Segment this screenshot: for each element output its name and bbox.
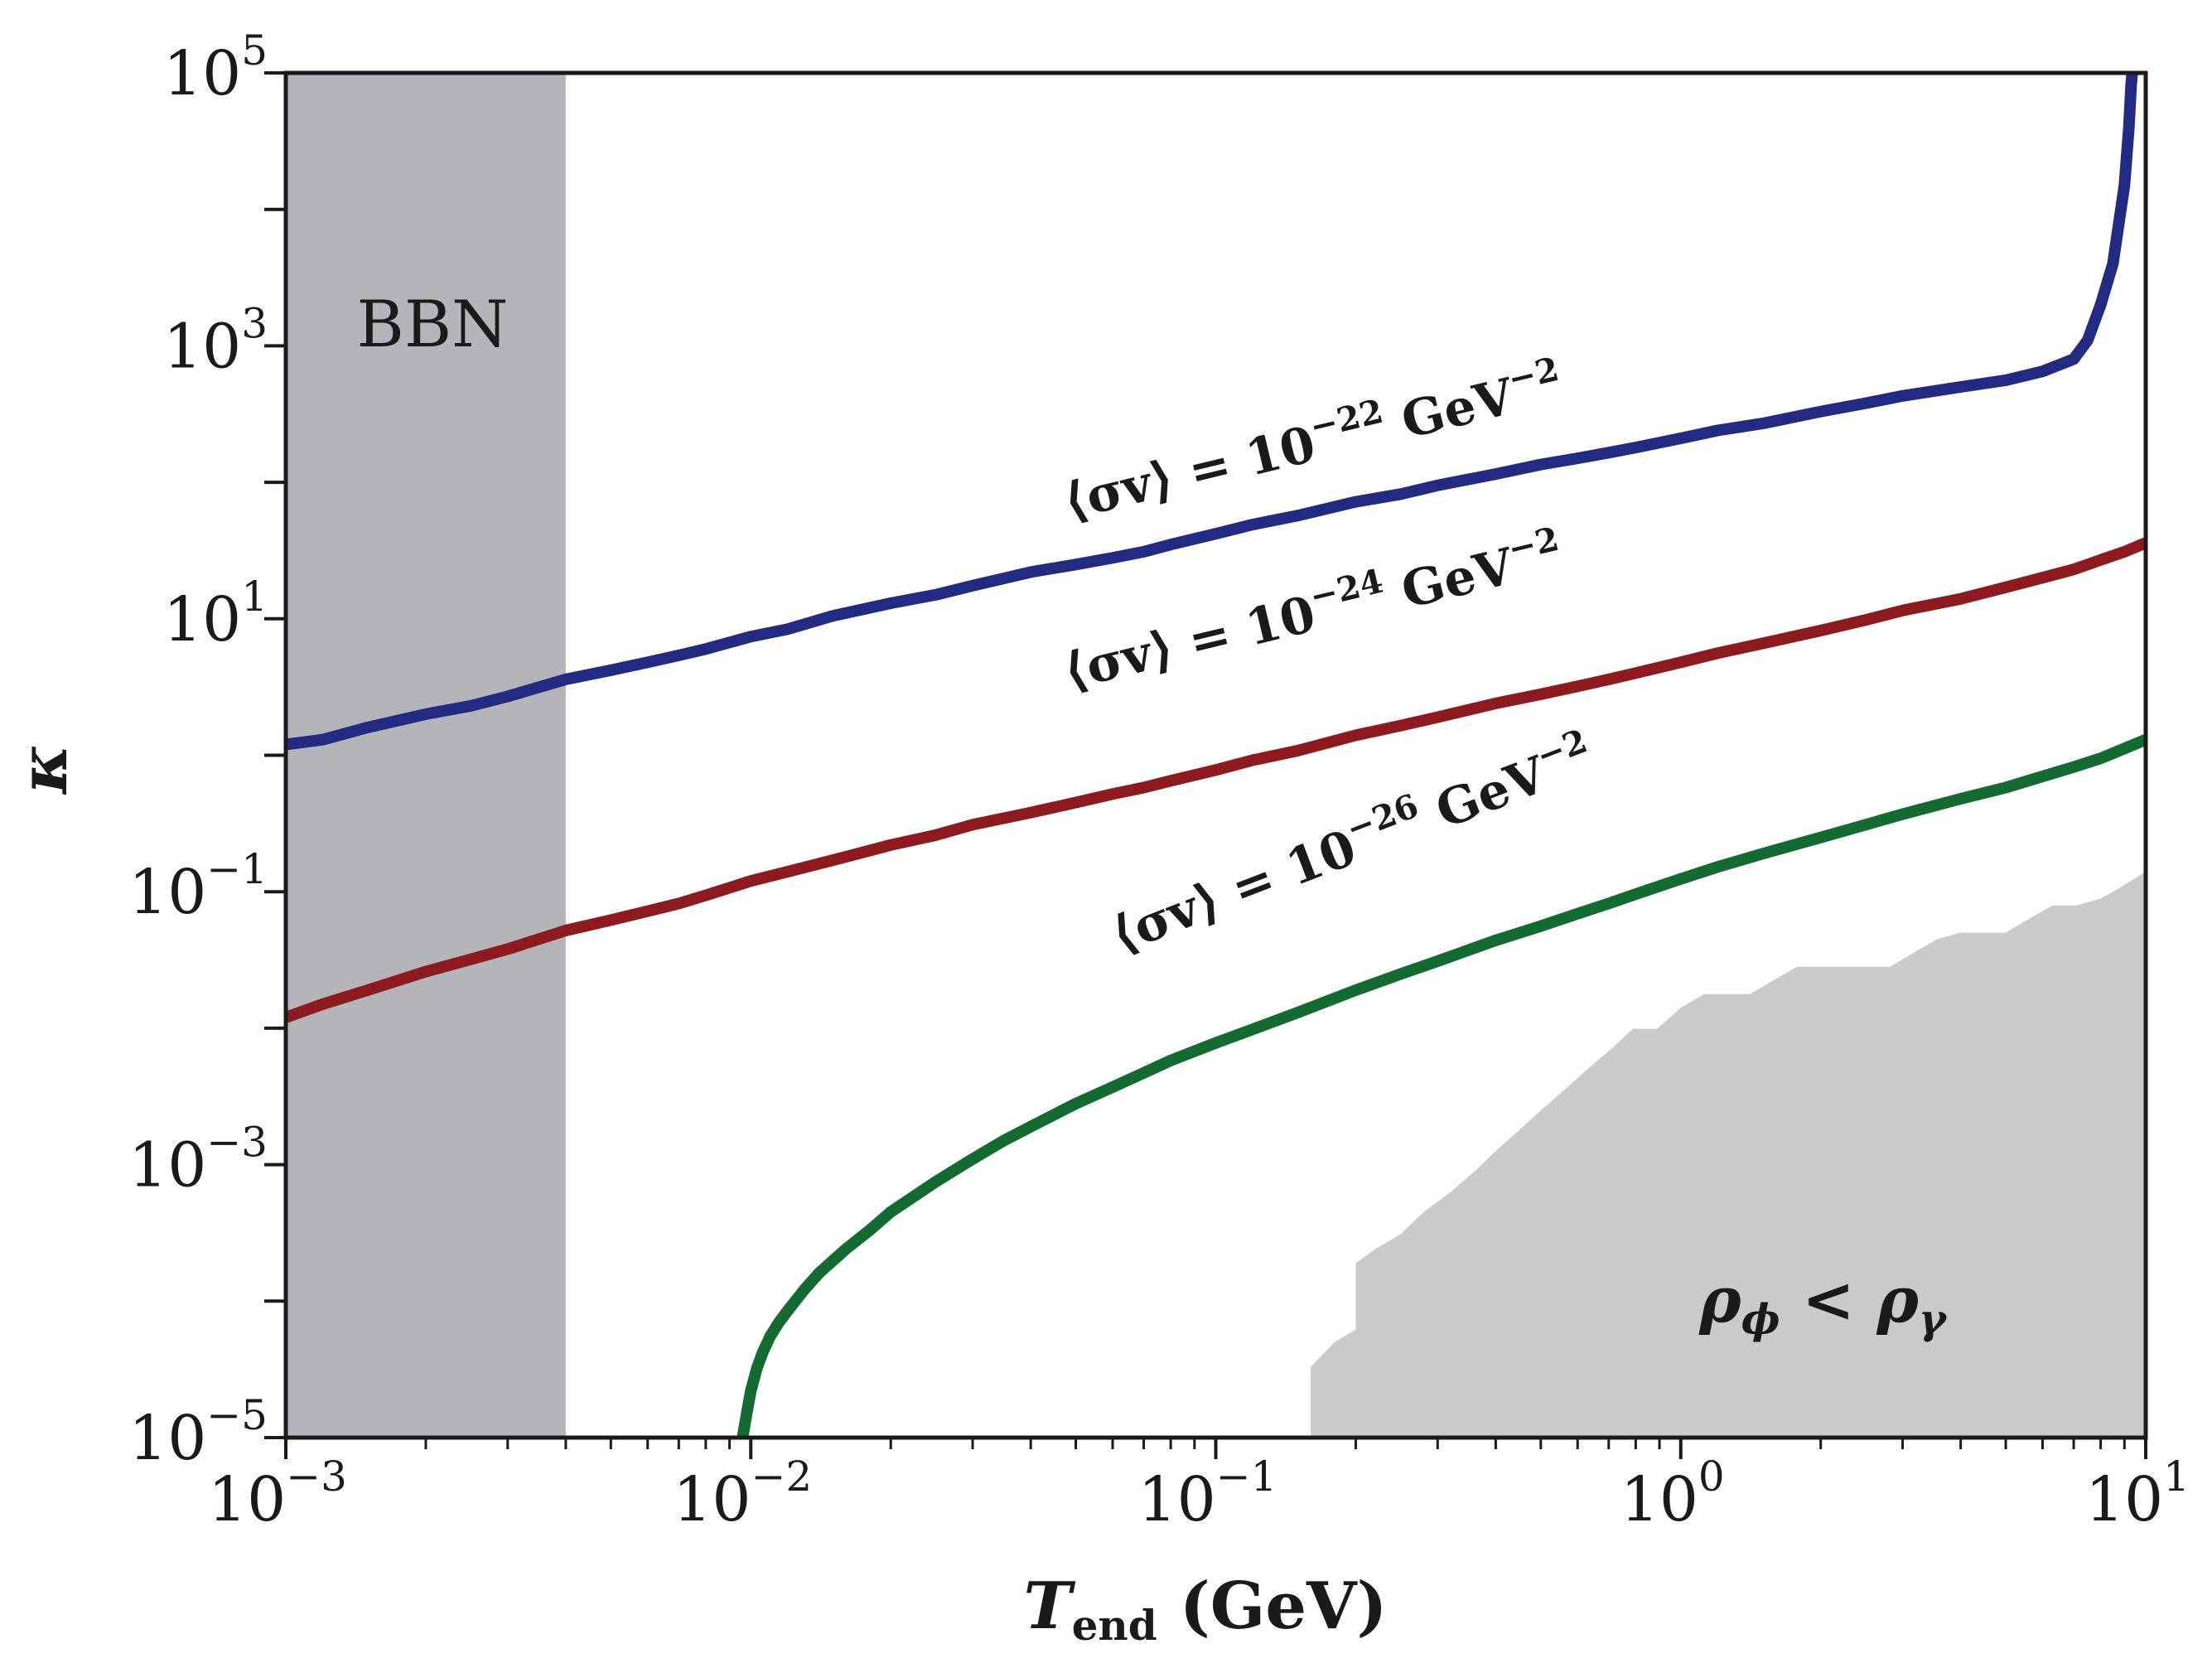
y-tick-label: 105 xyxy=(163,27,268,109)
rho-region-label: ρϕ < ργ xyxy=(1698,1263,1948,1343)
x-tick-label: 10−3 xyxy=(208,1453,347,1535)
series-line-sigma_v_1e-22 xyxy=(286,73,2138,751)
x-axis-ticks: 10−3 10−2 10−1 100 101 xyxy=(208,1438,2190,1535)
series-line-sigma_v_1e-26 xyxy=(737,734,2146,1438)
y-axis-ticks: 10−5 10−3 10−1 101 103 105 xyxy=(128,27,286,1474)
series-layer xyxy=(286,73,2146,1438)
x-tick-label: 10−1 xyxy=(1138,1453,1277,1535)
x-tick-label: 100 xyxy=(1620,1453,1725,1535)
y-tick-label: 10−1 xyxy=(128,845,268,928)
curve-label-1e-22: ⟨σv⟩ = 10−22 GeV−2 xyxy=(1056,350,1568,532)
y-tick-label: 10−3 xyxy=(128,1119,268,1201)
y-tick-label: 10−5 xyxy=(128,1391,268,1474)
rho-phi-less-than-rho-gamma-region xyxy=(1311,871,2146,1438)
y-axis-title: κ xyxy=(4,744,82,795)
bbn-excluded-region xyxy=(286,73,566,1438)
y-tick-label: 101 xyxy=(163,573,268,655)
x-tick-label: 10−2 xyxy=(673,1453,812,1535)
x-tick-label: 101 xyxy=(2085,1453,2190,1535)
curve-label-1e-24: ⟨σv⟩ = 10−24 GeV−2 xyxy=(1056,520,1568,702)
x-axis-title: Tend (GeV) xyxy=(1024,1569,1388,1650)
y-tick-label: 103 xyxy=(163,299,268,382)
series-line-sigma_v_1e-24 xyxy=(286,537,2146,1023)
bbn-label: BBN xyxy=(357,288,509,362)
